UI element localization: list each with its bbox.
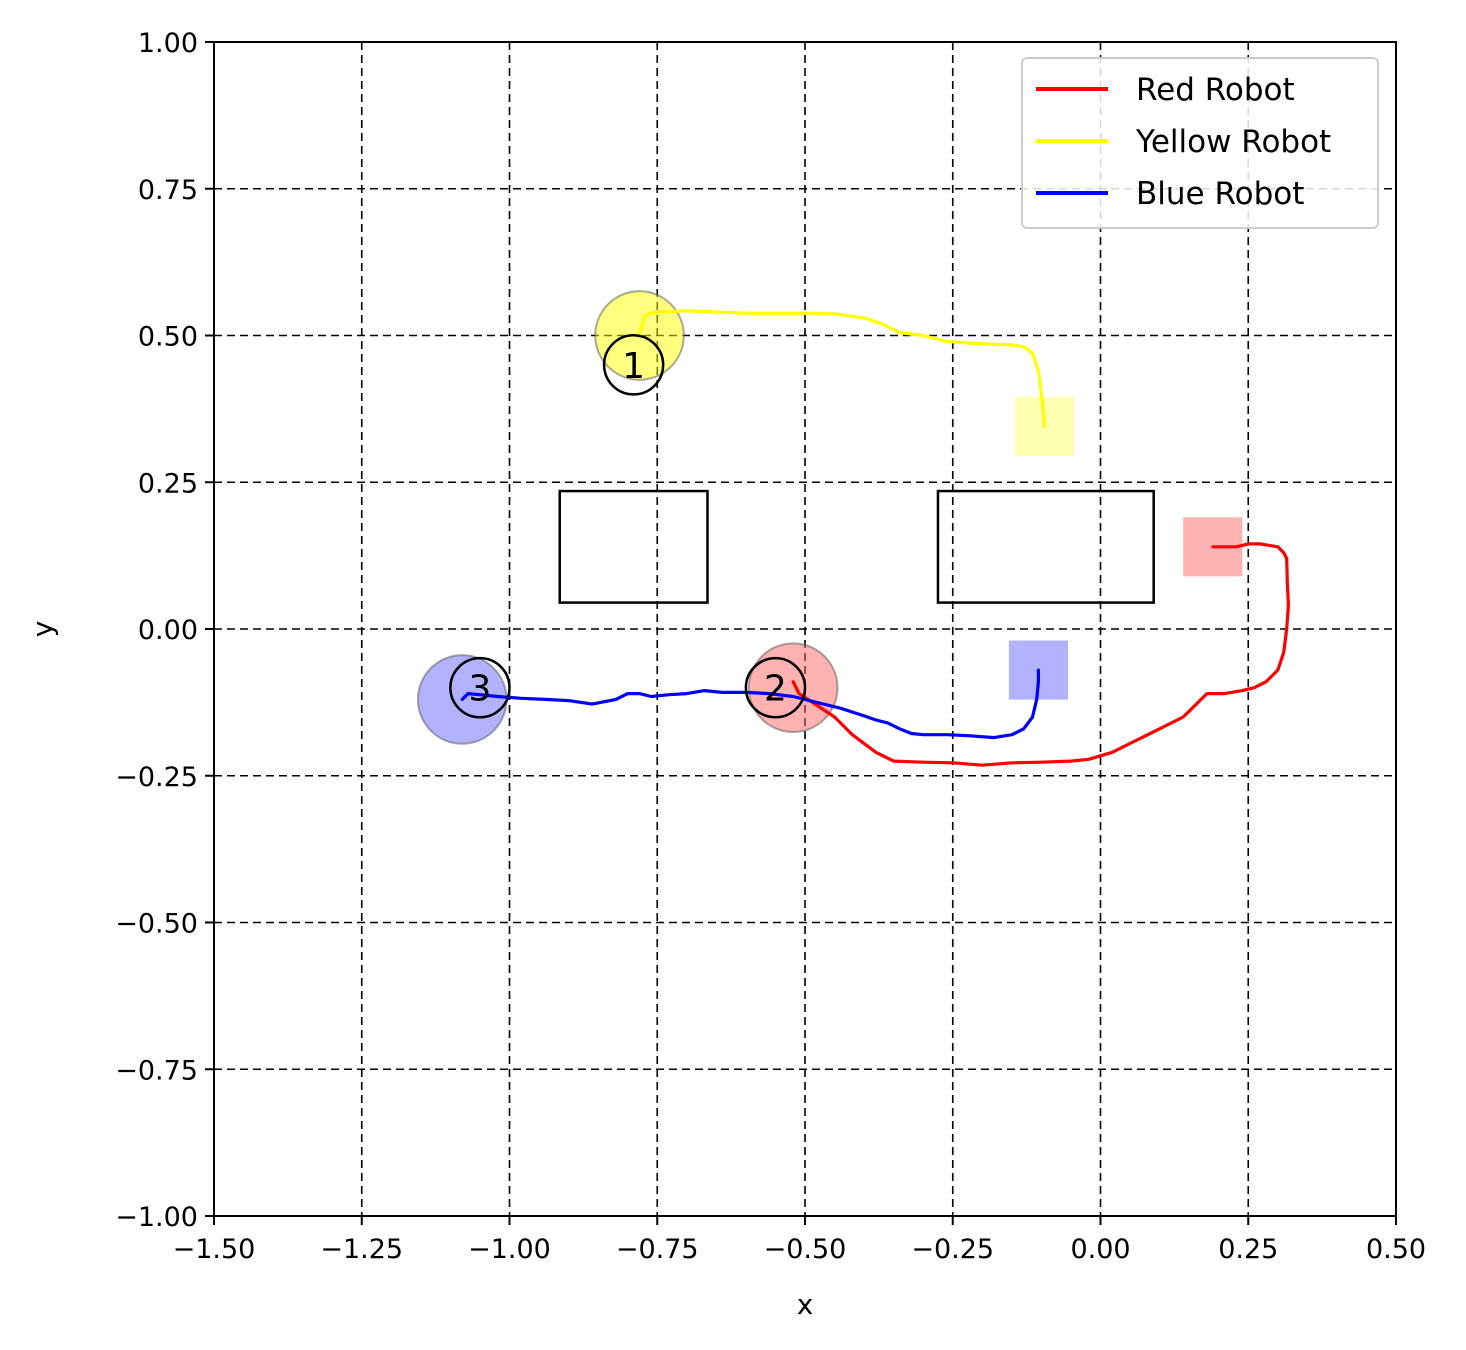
x-tick-label-0: −1.50 bbox=[173, 1234, 256, 1265]
start-label-3: 3 bbox=[468, 669, 491, 710]
obstacle-0 bbox=[558, 489, 709, 604]
robot-paths bbox=[460, 309, 1290, 767]
start-markers: 1 2 3 bbox=[449, 334, 807, 719]
x-axis-ticks: −1.50 −1.25 −1.00 −0.75 −0.50 −0.25 0.00 0.25 0.… bbox=[173, 1216, 1426, 1265]
robot-circle-1 bbox=[747, 642, 839, 734]
y-axis-label: y bbox=[26, 621, 59, 638]
x-tick-label-3: −0.75 bbox=[616, 1234, 699, 1265]
x-tick-label-8: 0.50 bbox=[1366, 1234, 1426, 1265]
path-blue-robot bbox=[460, 668, 1040, 740]
y-axis-ticks: 1.00 0.75 0.50 0.25 0.00 −0.25 −0.50 −0.75 −1.00 bbox=[115, 28, 214, 1233]
y-tick-label-4: 0.00 bbox=[138, 615, 198, 646]
y-tick-label-8: −1.00 bbox=[115, 1202, 198, 1233]
start-label-1: 1 bbox=[622, 346, 645, 387]
x-tick-label-5: −0.25 bbox=[911, 1234, 994, 1265]
y-tick-label-3: 0.25 bbox=[138, 468, 198, 499]
start-label-2: 2 bbox=[764, 669, 787, 710]
legend-label-2: Blue Robot bbox=[1136, 176, 1304, 212]
legend: Red Robot Yellow Robot Blue Robot bbox=[1021, 57, 1379, 229]
y-tick-label-7: −0.75 bbox=[115, 1055, 198, 1086]
legend-label-1: Yellow Robot bbox=[1135, 124, 1331, 160]
goal-squares bbox=[1008, 396, 1243, 700]
x-tick-label-6: 0.00 bbox=[1070, 1234, 1130, 1265]
x-tick-label-7: 0.25 bbox=[1218, 1234, 1278, 1265]
obstacle-1 bbox=[936, 489, 1155, 604]
start-circle-1 bbox=[602, 334, 665, 396]
y-tick-label-1: 0.75 bbox=[138, 175, 198, 206]
y-tick-label-6: −0.50 bbox=[115, 909, 198, 940]
grid-lines bbox=[213, 41, 1397, 1217]
legend-box bbox=[1021, 57, 1379, 229]
x-tick-label-2: −1.00 bbox=[468, 1234, 551, 1265]
x-axis-label: x bbox=[797, 1288, 814, 1321]
path-red-robot bbox=[791, 542, 1290, 767]
x-tick-label-4: −0.50 bbox=[764, 1234, 847, 1265]
y-tick-label-2: 0.50 bbox=[138, 322, 198, 353]
y-tick-label-0: 1.00 bbox=[138, 28, 198, 59]
start-circle-2 bbox=[744, 656, 807, 719]
legend-label-0: Red Robot bbox=[1136, 72, 1295, 108]
obstacles bbox=[558, 489, 1155, 604]
x-tick-label-1: −1.25 bbox=[320, 1234, 403, 1265]
path-yellow-robot bbox=[637, 309, 1046, 429]
y-tick-label-5: −0.25 bbox=[115, 762, 198, 793]
start-circle-3 bbox=[449, 656, 511, 719]
